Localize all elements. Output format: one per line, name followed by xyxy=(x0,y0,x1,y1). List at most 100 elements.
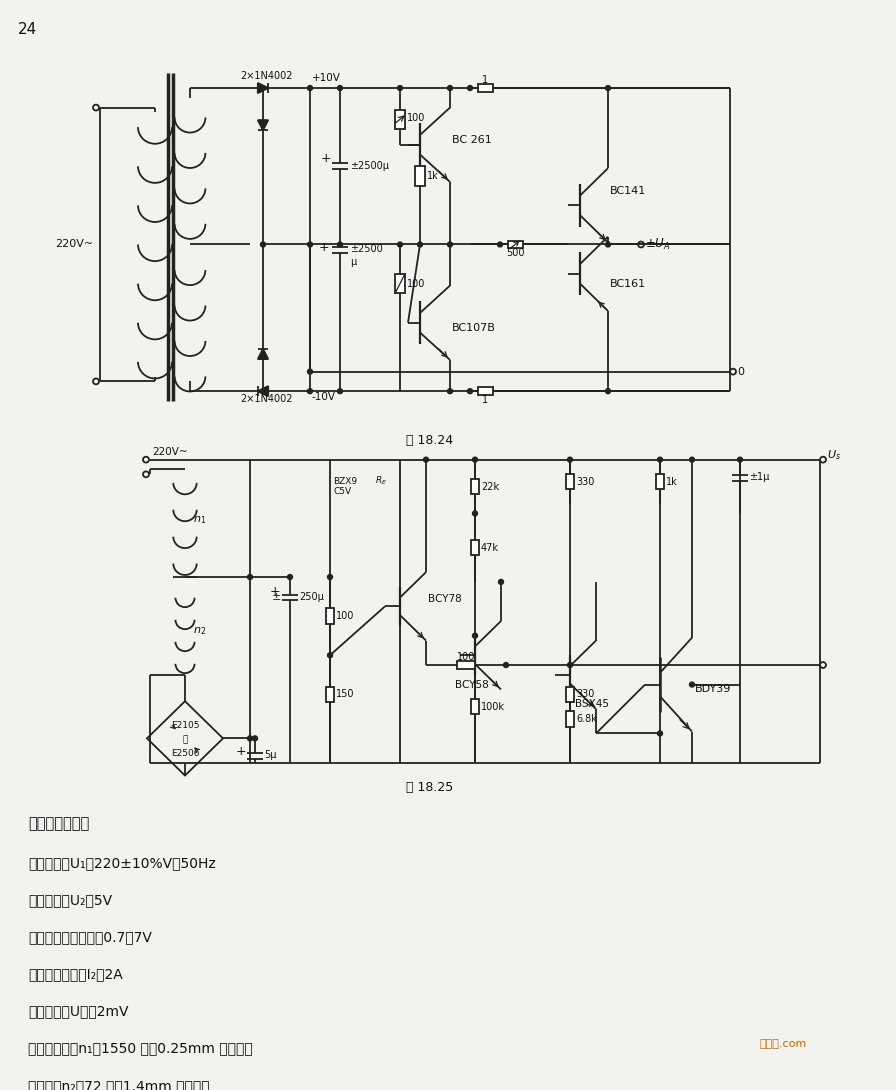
Circle shape xyxy=(567,663,573,667)
Circle shape xyxy=(737,457,743,462)
Bar xyxy=(566,687,574,702)
Text: $n_2$: $n_2$ xyxy=(193,625,206,637)
Bar xyxy=(478,387,493,395)
Text: 100: 100 xyxy=(407,113,426,123)
Text: 100: 100 xyxy=(457,652,475,663)
Circle shape xyxy=(567,457,573,462)
Circle shape xyxy=(606,389,610,393)
Circle shape xyxy=(497,242,503,247)
Bar xyxy=(478,84,493,92)
Bar xyxy=(415,167,425,185)
Polygon shape xyxy=(258,83,268,93)
Text: $R_E$: $R_E$ xyxy=(375,475,387,487)
Bar xyxy=(471,479,479,495)
Circle shape xyxy=(447,389,452,393)
Text: 最大输出电流：I₂＝2A: 最大输出电流：I₂＝2A xyxy=(28,967,123,981)
Text: 220V~: 220V~ xyxy=(55,240,93,250)
Circle shape xyxy=(658,457,662,462)
Text: $U_s$: $U_s$ xyxy=(827,448,841,462)
Text: BSX45: BSX45 xyxy=(575,699,609,710)
Text: BC161: BC161 xyxy=(610,279,646,289)
Circle shape xyxy=(398,86,402,90)
Bar xyxy=(471,540,479,556)
Circle shape xyxy=(658,731,662,736)
Text: 接线图.com: 接线图.com xyxy=(760,1040,807,1050)
Circle shape xyxy=(247,736,253,741)
Text: E2105: E2105 xyxy=(171,722,199,730)
Circle shape xyxy=(338,389,342,393)
Circle shape xyxy=(472,511,478,516)
Bar xyxy=(395,109,405,129)
Text: ±1μ: ±1μ xyxy=(749,472,770,482)
Text: 24: 24 xyxy=(18,22,38,37)
Text: 330: 330 xyxy=(576,689,594,700)
Text: 1: 1 xyxy=(482,75,488,85)
Text: 250μ: 250μ xyxy=(299,592,323,602)
Circle shape xyxy=(468,86,472,90)
Text: 图 18.25: 图 18.25 xyxy=(407,780,453,794)
Polygon shape xyxy=(258,349,268,359)
Circle shape xyxy=(253,736,257,741)
Circle shape xyxy=(418,242,423,247)
Text: 变压器匝数：n₁＝1550 匝，0.25mm 铜漆包线: 变压器匝数：n₁＝1550 匝，0.25mm 铜漆包线 xyxy=(28,1042,253,1055)
Bar xyxy=(566,474,574,489)
Text: 2×1N4002: 2×1N4002 xyxy=(240,71,292,82)
Text: BC107B: BC107B xyxy=(452,323,495,332)
Text: ±: ± xyxy=(271,592,280,602)
Text: ±2500: ±2500 xyxy=(350,244,383,254)
Circle shape xyxy=(338,86,342,90)
Bar xyxy=(326,687,334,702)
Circle shape xyxy=(247,574,253,580)
Bar xyxy=(471,699,479,714)
Text: BZX9: BZX9 xyxy=(333,476,358,486)
Text: 500: 500 xyxy=(505,249,524,258)
Polygon shape xyxy=(258,120,268,131)
Text: +: + xyxy=(321,152,332,165)
Text: 输出电压调节范围：0.7～7V: 输出电压调节范围：0.7～7V xyxy=(28,930,152,944)
Circle shape xyxy=(288,574,292,580)
Text: ±2500μ: ±2500μ xyxy=(350,161,389,171)
Circle shape xyxy=(328,653,332,657)
Text: +: + xyxy=(236,744,246,758)
Text: n₂＝72 匝，1.4mm 铜漆包线: n₂＝72 匝，1.4mm 铜漆包线 xyxy=(28,1079,210,1090)
Text: 或: 或 xyxy=(182,736,187,744)
Text: ±$U_A$: ±$U_A$ xyxy=(645,237,670,252)
Text: +: + xyxy=(270,585,280,598)
Text: BCY78: BCY78 xyxy=(428,594,461,604)
Circle shape xyxy=(606,86,610,90)
Text: BC141: BC141 xyxy=(610,185,646,196)
Bar xyxy=(656,474,664,489)
Text: 0: 0 xyxy=(737,366,744,377)
Circle shape xyxy=(504,663,509,667)
Circle shape xyxy=(338,242,342,247)
Text: μ: μ xyxy=(350,257,357,267)
Circle shape xyxy=(307,86,313,90)
Circle shape xyxy=(447,86,452,90)
Text: 噪声电压：U～＜2mV: 噪声电压：U～＜2mV xyxy=(28,1004,128,1018)
Circle shape xyxy=(307,370,313,374)
Text: $n_1$: $n_1$ xyxy=(193,514,206,526)
Circle shape xyxy=(424,457,428,462)
Text: 100: 100 xyxy=(407,279,426,289)
Text: 100k: 100k xyxy=(481,702,505,712)
Circle shape xyxy=(468,389,472,393)
Circle shape xyxy=(328,574,332,580)
Text: 22k: 22k xyxy=(481,482,499,492)
Text: -10V: -10V xyxy=(312,392,336,402)
Text: 220V~: 220V~ xyxy=(152,447,187,457)
Circle shape xyxy=(307,242,313,247)
Bar xyxy=(326,608,334,623)
Text: 1k: 1k xyxy=(427,171,439,181)
Polygon shape xyxy=(258,386,268,397)
Text: +: + xyxy=(319,241,330,254)
Circle shape xyxy=(447,242,452,247)
Circle shape xyxy=(606,242,610,247)
Text: 6.8k: 6.8k xyxy=(576,714,597,724)
Text: 主要技术数据：: 主要技术数据： xyxy=(28,816,90,832)
Text: BCY58: BCY58 xyxy=(455,679,488,690)
Text: BC 261: BC 261 xyxy=(452,135,492,145)
Text: 图 18.24: 图 18.24 xyxy=(407,434,453,447)
Bar xyxy=(566,711,574,727)
Bar xyxy=(457,662,475,669)
Text: +10V: +10V xyxy=(312,73,340,83)
